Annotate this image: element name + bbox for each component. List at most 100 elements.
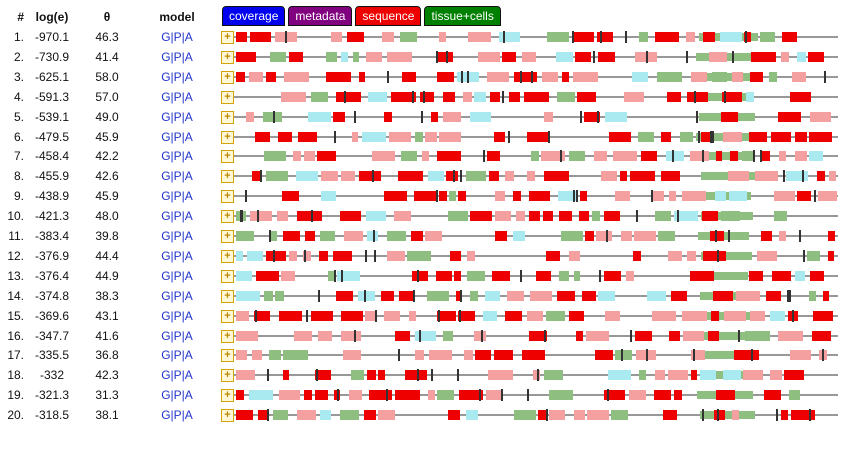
model-link-a[interactable]: A <box>184 30 193 44</box>
model-link-p[interactable]: P <box>173 408 182 423</box>
model-link-g[interactable]: G <box>161 109 171 124</box>
model-link-p[interactable]: P <box>173 69 182 84</box>
model-link-p[interactable]: P <box>173 149 182 164</box>
model-link-p[interactable]: P <box>173 169 182 184</box>
gene-track[interactable] <box>234 87 840 107</box>
expand-icon[interactable]: + <box>221 369 234 383</box>
model-link-p[interactable]: P <box>173 368 182 383</box>
model-link-p[interactable]: P <box>173 348 182 363</box>
gene-track[interactable] <box>234 47 840 67</box>
model-link-a[interactable]: A <box>184 229 193 243</box>
expand-icon[interactable]: + <box>221 170 234 184</box>
model-link-g[interactable]: G <box>161 49 171 64</box>
model-link-a[interactable]: A <box>184 248 193 263</box>
gene-track[interactable] <box>234 27 840 47</box>
model-link-a[interactable]: A <box>184 348 193 363</box>
model-link-a[interactable]: A <box>184 129 193 144</box>
expand-icon[interactable]: + <box>221 70 234 84</box>
legend-sequence[interactable]: sequence <box>355 6 422 26</box>
model-link-g[interactable]: G <box>161 209 171 224</box>
expand-icon[interactable]: + <box>221 269 234 283</box>
expand-icon[interactable]: + <box>221 110 234 124</box>
expand-icon[interactable]: + <box>221 130 234 144</box>
model-link-g[interactable]: G <box>161 169 171 184</box>
model-link-a[interactable]: A <box>184 209 193 224</box>
legend-metadata[interactable]: metadata <box>288 6 353 26</box>
model-link-p[interactable]: P <box>173 209 182 224</box>
expand-icon[interactable]: + <box>221 389 234 403</box>
model-link-p[interactable]: P <box>173 129 182 144</box>
model-link-g[interactable]: G <box>161 189 171 204</box>
model-link-g[interactable]: G <box>161 368 171 383</box>
model-link-a[interactable]: A <box>184 69 193 84</box>
model-link-g[interactable]: G <box>161 89 171 104</box>
expand-icon[interactable]: + <box>221 329 234 343</box>
gene-track[interactable] <box>234 266 840 286</box>
model-link-a[interactable]: A <box>184 189 193 204</box>
expand-icon[interactable]: + <box>221 50 234 64</box>
model-link-g[interactable]: G <box>161 268 171 283</box>
model-link-p[interactable]: P <box>173 189 182 204</box>
model-link-g[interactable]: G <box>161 248 171 263</box>
gene-track[interactable] <box>234 206 840 226</box>
expand-icon[interactable]: + <box>221 249 234 263</box>
gene-track[interactable] <box>234 385 840 405</box>
model-link-p[interactable]: P <box>173 328 182 343</box>
gene-track[interactable] <box>234 166 840 186</box>
expand-icon[interactable]: + <box>221 31 234 44</box>
model-link-p[interactable]: P <box>173 229 182 243</box>
model-link-p[interactable]: P <box>173 30 182 44</box>
expand-icon[interactable]: + <box>221 210 234 224</box>
model-link-g[interactable]: G <box>161 328 171 343</box>
gene-track[interactable] <box>234 405 840 425</box>
model-link-g[interactable]: G <box>161 408 171 423</box>
model-link-g[interactable]: G <box>161 30 171 44</box>
legend-coverage[interactable]: coverage <box>222 6 286 26</box>
model-link-a[interactable]: A <box>184 49 193 64</box>
model-link-p[interactable]: P <box>173 288 182 303</box>
gene-track[interactable] <box>234 286 840 306</box>
model-link-a[interactable]: A <box>184 89 193 104</box>
expand-icon[interactable]: + <box>221 289 234 303</box>
gene-track[interactable] <box>234 67 840 87</box>
expand-icon[interactable]: + <box>221 349 234 363</box>
model-link-g[interactable]: G <box>161 288 171 303</box>
model-link-a[interactable]: A <box>184 408 193 423</box>
gene-track[interactable] <box>234 345 840 365</box>
gene-track[interactable] <box>234 107 840 127</box>
gene-track[interactable] <box>234 186 840 206</box>
expand-icon[interactable]: + <box>221 230 234 243</box>
gene-track[interactable] <box>234 306 840 326</box>
expand-icon[interactable]: + <box>221 190 234 204</box>
gene-track[interactable] <box>234 127 840 147</box>
model-link-p[interactable]: P <box>173 89 182 104</box>
expand-icon[interactable]: + <box>221 90 234 104</box>
model-link-g[interactable]: G <box>161 149 171 164</box>
model-link-g[interactable]: G <box>161 129 171 144</box>
model-link-a[interactable]: A <box>184 368 193 383</box>
model-link-g[interactable]: G <box>161 348 171 363</box>
gene-track[interactable] <box>234 365 840 385</box>
legend-tissue-cells[interactable]: tissue+cells <box>424 6 501 26</box>
expand-icon[interactable]: + <box>221 409 234 423</box>
model-link-p[interactable]: P <box>173 49 182 64</box>
model-link-g[interactable]: G <box>161 229 171 243</box>
gene-track[interactable] <box>234 246 840 266</box>
gene-track[interactable] <box>234 146 840 166</box>
model-link-a[interactable]: A <box>184 109 193 124</box>
model-link-p[interactable]: P <box>173 388 182 403</box>
model-link-g[interactable]: G <box>161 69 171 84</box>
model-link-a[interactable]: A <box>184 149 193 164</box>
model-link-a[interactable]: A <box>184 328 193 343</box>
gene-track[interactable] <box>234 226 840 246</box>
model-link-g[interactable]: G <box>161 388 171 403</box>
model-link-p[interactable]: P <box>173 308 182 323</box>
model-link-g[interactable]: G <box>161 308 171 323</box>
gene-track[interactable] <box>234 326 840 346</box>
model-link-p[interactable]: P <box>173 109 182 124</box>
model-link-a[interactable]: A <box>184 308 193 323</box>
model-link-a[interactable]: A <box>184 388 193 403</box>
model-link-a[interactable]: A <box>184 288 193 303</box>
model-link-a[interactable]: A <box>184 169 193 184</box>
model-link-p[interactable]: P <box>173 268 182 283</box>
